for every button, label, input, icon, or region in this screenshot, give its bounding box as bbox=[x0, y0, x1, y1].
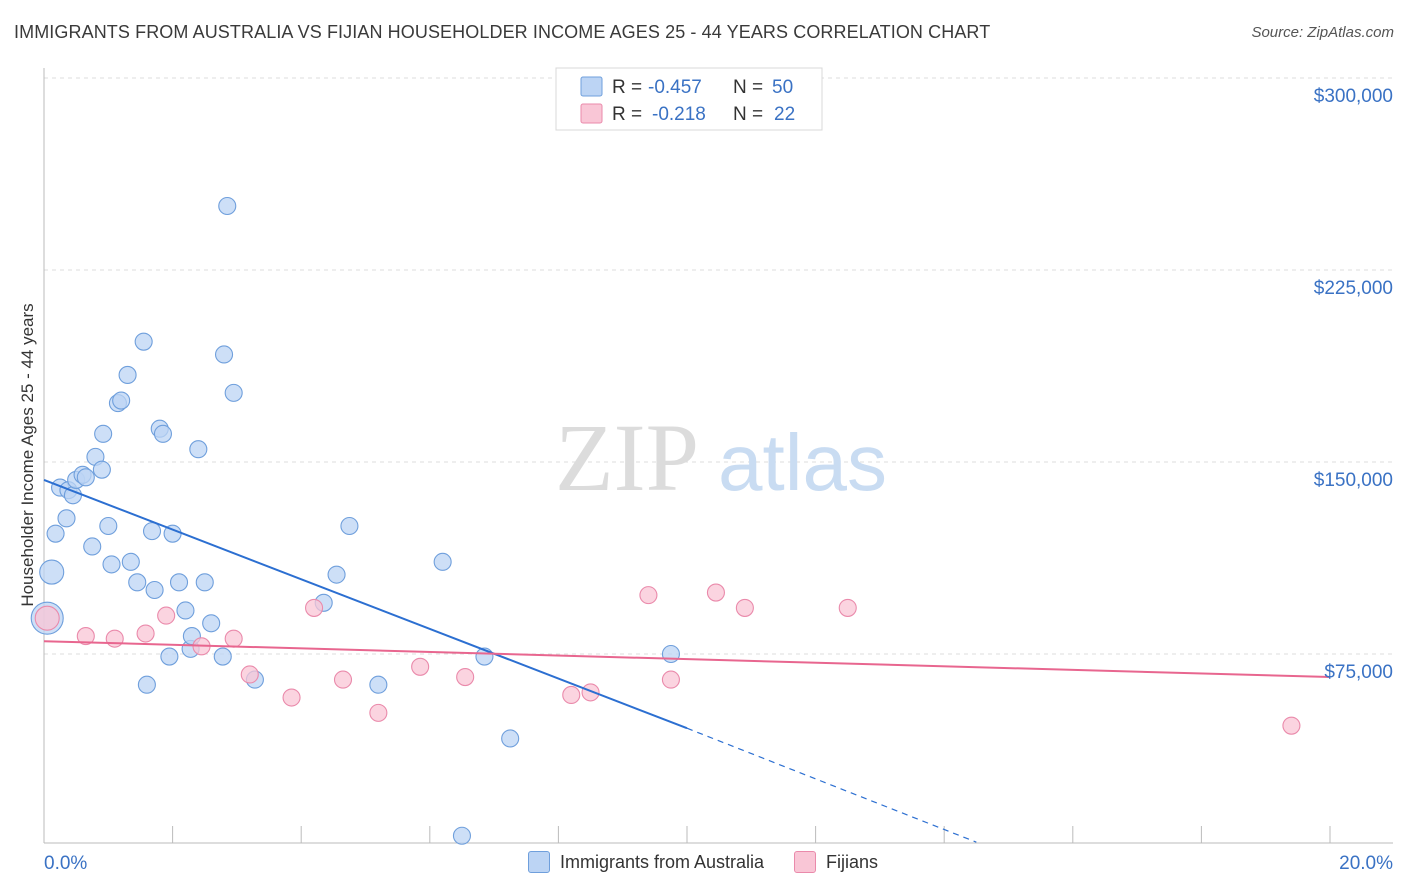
point-fijians bbox=[838, 598, 857, 617]
point-fijians bbox=[157, 606, 176, 625]
point-australia bbox=[452, 826, 472, 845]
point-australia bbox=[142, 522, 162, 541]
legend-r-label-pink: R = bbox=[612, 104, 642, 125]
series-fijians-points bbox=[34, 583, 1301, 735]
point-fijians bbox=[456, 667, 475, 687]
point-australia bbox=[118, 365, 137, 385]
point-australia bbox=[202, 614, 221, 633]
legend-swatch-blue bbox=[580, 76, 603, 97]
point-australia bbox=[214, 345, 234, 364]
point-australia bbox=[94, 424, 113, 443]
watermark: ZIP atlas bbox=[555, 404, 887, 511]
watermark-atlas: atlas bbox=[718, 418, 887, 507]
chart-title: IMMIGRANTS FROM AUSTRALIA VS FIJIAN HOUS… bbox=[14, 22, 991, 42]
legend-label-fijians: Fijians bbox=[826, 851, 879, 872]
point-australia bbox=[134, 332, 153, 351]
point-australia bbox=[224, 383, 243, 402]
point-australia bbox=[39, 559, 65, 585]
point-australia bbox=[92, 460, 111, 479]
point-australia bbox=[213, 647, 232, 666]
point-fijians bbox=[581, 683, 600, 702]
point-fijians bbox=[706, 583, 725, 602]
y-tick-label: $75,000 bbox=[1324, 662, 1393, 683]
legend-swatch-australia bbox=[527, 851, 550, 873]
point-australia bbox=[189, 440, 208, 459]
point-fijians bbox=[224, 629, 243, 648]
point-fijians bbox=[105, 629, 124, 648]
legend-label-australia: Immigrants from Australia bbox=[559, 851, 765, 872]
series-legend: Immigrants from Australia Fijians bbox=[0, 851, 1406, 873]
point-australia bbox=[661, 644, 680, 664]
point-australia bbox=[501, 729, 520, 748]
point-australia bbox=[433, 552, 452, 571]
point-australia bbox=[153, 424, 173, 443]
point-australia bbox=[160, 647, 179, 666]
point-australia bbox=[340, 516, 359, 536]
x-tick-max: 20.0% bbox=[1339, 853, 1393, 874]
source-label: Source: ZipAtlas.com bbox=[1251, 24, 1394, 41]
point-fijians bbox=[305, 598, 324, 617]
point-fijians bbox=[76, 627, 95, 646]
legend-n-value-blue: 50 bbox=[772, 77, 793, 98]
point-australia bbox=[102, 555, 121, 574]
legend-n-value-pink: 22 bbox=[774, 104, 795, 125]
point-fijians bbox=[411, 657, 430, 676]
legend-r-label-blue: R = bbox=[612, 77, 642, 98]
y-tick-label: $225,000 bbox=[1314, 278, 1393, 299]
y-axis-label: Householder Income Ages 25 - 44 years bbox=[18, 303, 37, 606]
legend-r-value-blue: -0.457 bbox=[648, 77, 702, 98]
point-australia bbox=[327, 565, 346, 584]
point-fijians bbox=[34, 605, 60, 631]
trend-line-australia bbox=[43, 478, 688, 730]
point-australia bbox=[137, 675, 156, 694]
point-fijians bbox=[240, 665, 259, 684]
x-tick-min: 0.0% bbox=[44, 853, 87, 874]
stats-legend: R = -0.457 N = 50 R = -0.218 N = 22 bbox=[555, 67, 823, 131]
point-fijians bbox=[661, 670, 680, 689]
axes bbox=[43, 68, 1393, 844]
grid-lines bbox=[44, 77, 1393, 655]
point-australia bbox=[76, 468, 95, 487]
legend-swatch-pink bbox=[580, 103, 603, 124]
point-fijians bbox=[136, 624, 155, 643]
legend-n-label-pink: N = bbox=[733, 104, 763, 125]
series-australia-points bbox=[30, 196, 680, 845]
point-australia bbox=[121, 552, 140, 571]
point-australia bbox=[218, 196, 237, 216]
legend-n-label-blue: N = bbox=[733, 77, 763, 98]
point-fijians bbox=[369, 703, 388, 722]
legend-item-fijians[interactable]: Fijians bbox=[794, 851, 878, 873]
legend-swatch-fijians bbox=[794, 851, 817, 873]
point-fijians bbox=[735, 598, 754, 617]
y-tick-label: $300,000 bbox=[1314, 86, 1393, 107]
point-australia bbox=[169, 573, 189, 592]
legend-item-australia[interactable]: Immigrants from Australia bbox=[527, 851, 765, 873]
point-australia bbox=[128, 573, 147, 592]
legend-r-value-pink: -0.218 bbox=[652, 104, 706, 125]
y-tick-label: $150,000 bbox=[1314, 470, 1393, 491]
point-australia bbox=[176, 601, 195, 620]
point-fijians bbox=[333, 670, 353, 689]
y-tick-labels: $75,000 $150,000 $225,000 $300,000 bbox=[1314, 86, 1393, 683]
trend-line-australia-extension bbox=[686, 727, 977, 843]
point-australia bbox=[46, 524, 65, 543]
point-fijians bbox=[1282, 716, 1301, 735]
point-australia bbox=[83, 537, 102, 556]
point-australia bbox=[195, 573, 214, 592]
watermark-zip: ZIP bbox=[555, 404, 699, 511]
point-australia bbox=[369, 675, 388, 694]
point-australia bbox=[57, 509, 76, 528]
point-fijians bbox=[562, 685, 581, 705]
point-fijians bbox=[639, 586, 658, 605]
point-australia bbox=[112, 391, 131, 410]
point-fijians bbox=[282, 688, 301, 707]
trend-line-fijians bbox=[43, 640, 1331, 679]
point-australia bbox=[145, 580, 164, 600]
trend-lines bbox=[43, 478, 1331, 843]
point-australia bbox=[99, 516, 118, 536]
